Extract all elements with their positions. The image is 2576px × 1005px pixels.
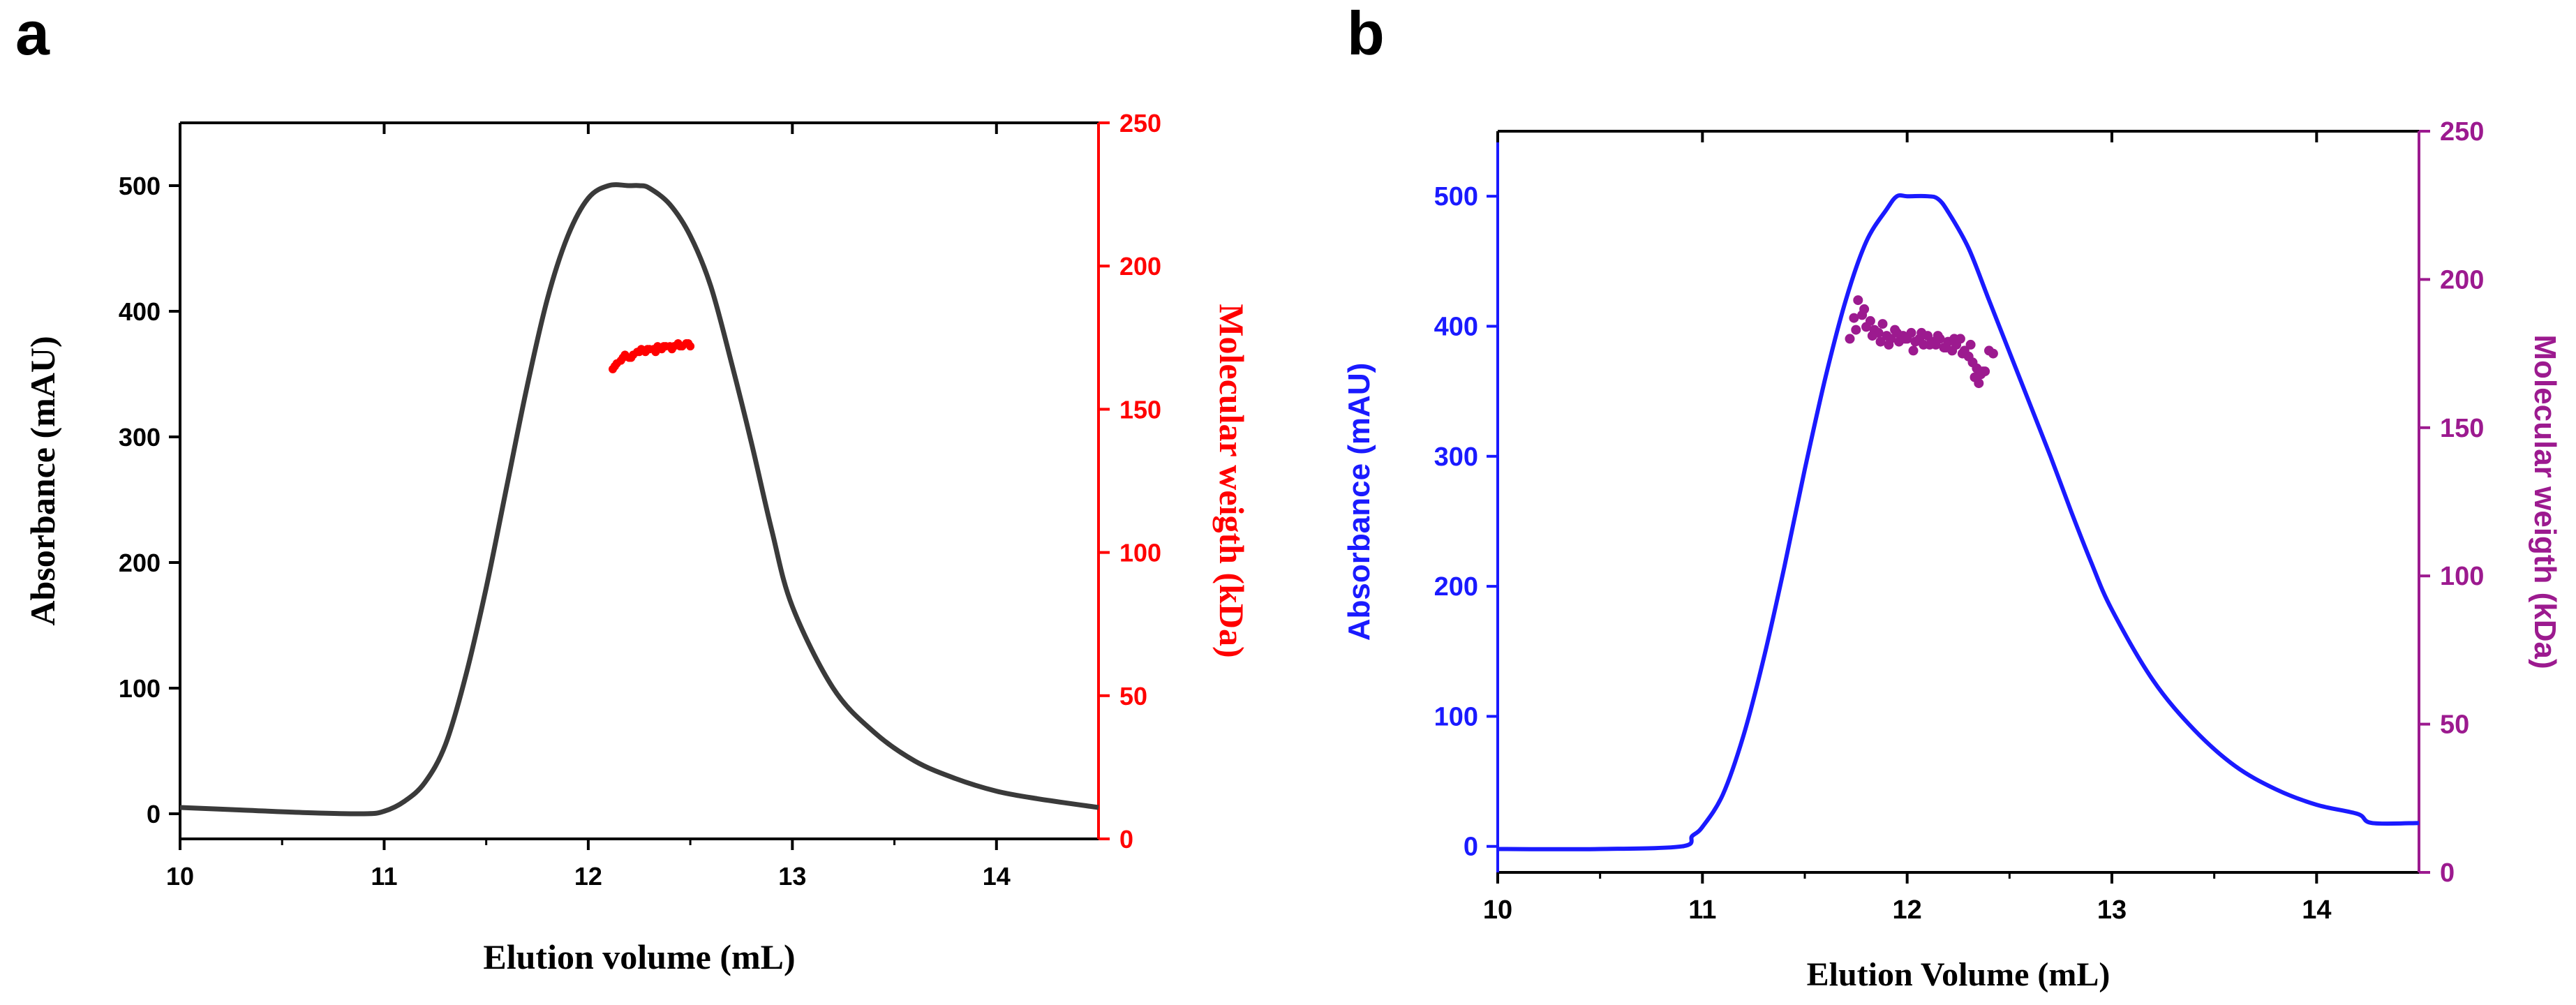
- molecular-weight-point: [1865, 315, 1875, 326]
- molecular-weight-point: [1853, 295, 1863, 306]
- molecular-weight-point: [1906, 327, 1916, 338]
- absorbance-line: [179, 182, 1099, 817]
- right-y-tick-label: 100: [1119, 539, 1161, 567]
- right-y-tick-label: 150: [1119, 395, 1161, 424]
- molecular-weight-point: [651, 348, 660, 357]
- molecular-weight-point: [1875, 336, 1886, 347]
- x-tick-label: 11: [1688, 895, 1716, 925]
- molecular-weight-point: [667, 345, 676, 354]
- x-axis-title: Elution Volume (mL): [1807, 956, 2110, 993]
- left-y-tick-label: 500: [119, 172, 161, 200]
- molecular-weight-point: [610, 362, 619, 371]
- left-y-tick-label: 200: [119, 549, 161, 577]
- x-tick-label: 13: [2097, 895, 2127, 925]
- molecular-weight-point: [1884, 339, 1894, 350]
- molecular-weight-point: [1859, 304, 1870, 314]
- right-y-tick-label: 150: [2440, 414, 2484, 443]
- left-y-tick-label: 400: [119, 297, 161, 326]
- molecular-weight-point: [660, 342, 669, 351]
- left-y-tick-label: 300: [1434, 442, 1478, 472]
- x-tick-label: 11: [371, 862, 397, 891]
- x-tick-label: 14: [983, 862, 1011, 891]
- left-y-tick-label: 400: [1434, 312, 1478, 341]
- right-y-tick-label: 0: [2440, 858, 2455, 888]
- molecular-weight-point: [1941, 343, 1951, 353]
- x-tick-label: 12: [1893, 895, 1922, 925]
- x-axis-title: Elution volume (mL): [483, 937, 795, 976]
- right-y-tick-label: 50: [2440, 710, 2469, 740]
- left-y-tick-label: 100: [1434, 702, 1478, 731]
- panel-b-chart: 10 11 12 13 14 0 100 200 300 400 500 0 50 100 150 200 25…: [1342, 117, 2562, 993]
- molecular-weight-point: [1867, 331, 1877, 341]
- left-y-tick-label: 500: [1434, 182, 1478, 211]
- right-y-tick-label: 250: [2440, 117, 2484, 147]
- x-tick-label: 10: [166, 862, 194, 891]
- left-y-axis-title: Absorbance (mAU): [1342, 363, 1376, 641]
- right-y-tick-label: 200: [2440, 265, 2484, 295]
- molecular-weight-point: [1900, 334, 1910, 344]
- molecular-weight-point: [1851, 325, 1861, 335]
- right-y-tick-label: 200: [1119, 252, 1161, 281]
- left-y-tick-label: 0: [147, 800, 161, 828]
- panel-a-chart: 10 11 12 13 14 0 100 200 300 400 500 0 50 100 150 200 25…: [23, 109, 1251, 976]
- molecular-weight-point: [1949, 334, 1960, 344]
- molecular-weight-point: [676, 342, 685, 351]
- molecular-weight-point: [1988, 348, 1998, 359]
- molecular-weight-point: [1877, 319, 1888, 329]
- molecular-weight-point: [1849, 313, 1859, 323]
- x-tick-label: 12: [574, 862, 602, 891]
- left-y-tick-label: 200: [1434, 572, 1478, 602]
- panel-a-label: a: [15, 0, 50, 68]
- molecular-weight-point: [1978, 366, 1988, 377]
- molecular-weight-point: [1908, 345, 1919, 356]
- left-y-axis-title: Absorbance (mAU): [23, 336, 62, 625]
- molecular-weight-point: [1892, 327, 1902, 338]
- molecular-weight-point: [635, 348, 643, 357]
- molecular-weight-point: [1916, 327, 1927, 338]
- molecular-weight-point: [1924, 339, 1935, 350]
- x-tick-label: 13: [778, 862, 806, 891]
- molecular-weight-point: [1845, 334, 1855, 344]
- left-y-tick-label: 0: [1464, 833, 1478, 862]
- molecular-weight-point: [618, 353, 627, 362]
- absorbance-line: [1497, 193, 2420, 851]
- molecular-weight-point: [684, 339, 693, 348]
- x-tick-label: 10: [1483, 895, 1512, 925]
- molecular-weight-point: [1957, 348, 1967, 359]
- right-y-tick-label: 250: [1119, 109, 1161, 137]
- right-y-tick-label: 50: [1119, 682, 1147, 710]
- molecular-weight-point: [643, 345, 652, 354]
- molecular-weight-point: [1933, 331, 1943, 341]
- x-tick-label: 14: [2302, 895, 2331, 925]
- left-y-tick-label: 300: [119, 423, 161, 452]
- right-y-axis-title: Molecular weigth (kDa): [1212, 304, 1251, 657]
- molecular-weight-point: [627, 353, 636, 362]
- panel-b-label: b: [1347, 0, 1385, 68]
- left-y-tick-label: 100: [119, 674, 161, 703]
- right-y-tick-label: 0: [1119, 825, 1133, 854]
- right-y-tick-label: 100: [2440, 562, 2484, 591]
- molecular-weight-point: [1965, 339, 1976, 350]
- molecular-weight-point: [1970, 372, 1980, 382]
- right-y-axis-title: Molecular weigth (kDa): [2528, 334, 2562, 669]
